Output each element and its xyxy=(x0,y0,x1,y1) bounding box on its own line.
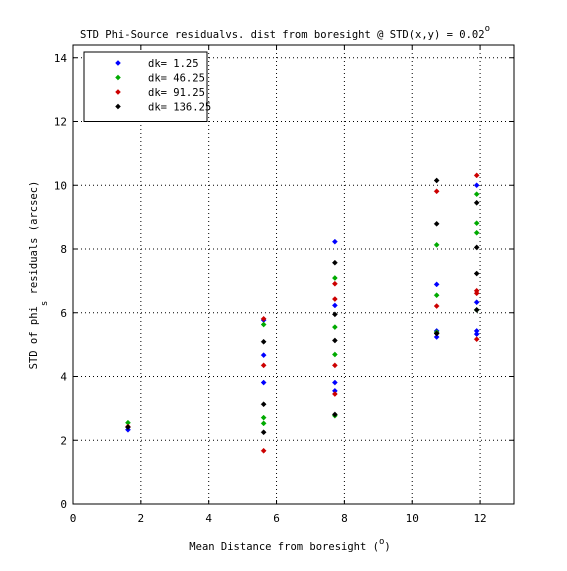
legend-marker xyxy=(115,103,121,110)
data-point-series-1 xyxy=(332,238,338,245)
data-point-series-4 xyxy=(260,429,267,436)
data-point-series-4 xyxy=(433,220,440,227)
legend-label: dk= 1.25 xyxy=(148,58,199,70)
data-point-series-4 xyxy=(473,306,480,313)
data-point-series-2 xyxy=(473,191,480,198)
data-point-series-2 xyxy=(433,241,440,248)
data-point-series-1 xyxy=(473,299,480,306)
legend-label: dk= 91.25 xyxy=(148,87,205,99)
data-point-series-2 xyxy=(332,324,338,330)
data-point-series-2 xyxy=(332,351,338,358)
y-tick-label: 4 xyxy=(60,371,67,384)
data-point-series-3 xyxy=(473,336,480,343)
data-point-series-4 xyxy=(332,259,338,266)
data-point-series-4 xyxy=(125,424,131,431)
legend-label: dk= 46.25 xyxy=(148,73,205,85)
axis-ticks: 0 2 4 6 8 10 12 0 2 4 6 8 10 12 14 xyxy=(54,45,514,525)
data-point-series-2 xyxy=(332,275,338,281)
x-tick-label: 6 xyxy=(273,512,280,525)
data-point-series-2 xyxy=(433,292,440,299)
y-axis-label-subscript: s xyxy=(40,301,50,306)
data-point-series-3 xyxy=(260,447,267,454)
data-point-series-3 xyxy=(260,362,267,369)
data-point-series-2 xyxy=(473,220,480,227)
data-point-series-4 xyxy=(473,244,480,251)
data-point-series-4 xyxy=(260,401,267,408)
data-point-series-4 xyxy=(332,411,338,418)
data-point-series-3 xyxy=(260,315,267,322)
y-tick-label: 2 xyxy=(60,434,67,447)
data-point-series-1 xyxy=(433,281,440,288)
x-tick-label: 8 xyxy=(341,512,348,525)
y-tick-label: 14 xyxy=(54,52,68,65)
data-point-series-3 xyxy=(473,290,480,297)
data-point-series-1 xyxy=(260,379,267,386)
data-point-series-3 xyxy=(433,188,440,195)
x-axis-label-suffix: ) xyxy=(384,541,390,553)
data-point-series-4 xyxy=(473,199,480,206)
x-axis-label-superscript: o xyxy=(379,537,384,547)
data-point-series-1 xyxy=(260,352,267,359)
data-point-series-3 xyxy=(473,172,480,179)
data-point-series-1 xyxy=(332,302,338,309)
y-axis-label: STD of phis residuals (arcsec) xyxy=(28,181,50,370)
data-point-series-1 xyxy=(473,182,480,189)
y-tick-label: 0 xyxy=(60,498,67,511)
x-tick-label: 4 xyxy=(205,512,212,525)
chart-title: STD Phi-Source residualvs. dist from bor… xyxy=(80,24,490,41)
x-axis-label: Mean Distance from boresight (o) xyxy=(189,537,390,553)
data-point-series-2 xyxy=(260,420,267,427)
legend-marker xyxy=(115,74,121,81)
data-points xyxy=(125,172,480,454)
data-point-series-4 xyxy=(473,270,480,277)
legend-label: dk= 136.25 xyxy=(148,102,211,114)
data-point-series-3 xyxy=(332,362,338,369)
data-point-series-3 xyxy=(332,280,338,287)
y-axis-label-suffix: residuals (arcsec) xyxy=(28,181,40,301)
x-tick-label: 12 xyxy=(473,512,486,525)
legend-box xyxy=(83,51,208,122)
legend-marker xyxy=(115,89,121,95)
data-point-series-1 xyxy=(433,334,440,340)
x-tick-label: 0 xyxy=(70,512,77,525)
data-point-series-3 xyxy=(332,296,338,302)
title-superscript: o xyxy=(485,24,490,34)
legend: dk= 1.25 dk= 46.25 dk= 91.25 dk= 136.25 xyxy=(83,51,211,122)
legend-marker xyxy=(115,60,121,66)
data-point-series-4 xyxy=(433,177,440,184)
y-tick-label: 12 xyxy=(54,116,67,129)
x-tick-label: 2 xyxy=(138,512,145,525)
data-point-series-3 xyxy=(332,391,338,397)
data-point-series-4 xyxy=(332,311,338,318)
data-point-series-2 xyxy=(260,321,267,328)
y-tick-label: 6 xyxy=(60,307,67,320)
data-point-series-3 xyxy=(433,303,440,309)
data-point-series-4 xyxy=(433,330,440,337)
x-tick-label: 10 xyxy=(406,512,419,525)
data-point-series-4 xyxy=(332,337,338,344)
data-point-series-4 xyxy=(260,338,267,345)
plot-frame xyxy=(72,44,515,505)
data-point-series-1 xyxy=(332,379,338,386)
y-tick-label: 10 xyxy=(54,179,67,192)
y-tick-label: 8 xyxy=(60,243,67,256)
data-point-series-2 xyxy=(473,229,480,236)
data-point-series-2 xyxy=(260,414,267,421)
